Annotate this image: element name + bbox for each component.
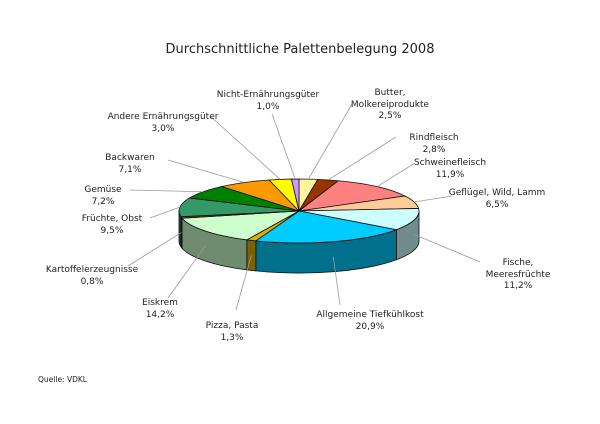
slice-value: 2,8% [422,144,446,155]
data-label: Eiskrem 14,2% [142,298,178,321]
data-label: Früchte, Obst 9,5% [82,214,142,237]
slice-name: Früchte, Obst [81,214,143,224]
slice-value: 0,8% [80,276,104,287]
slice-name: Nicht-Ernährungsgüter [216,90,320,100]
data-label: Gemüse 7,2% [84,185,121,208]
slice-name: Pizza, Pasta [205,321,259,331]
slice-name: Eiskrem [142,298,178,308]
leader-line [327,136,397,181]
slice-name: Allgemeine Tiefkühlkost [316,310,424,320]
slice-value: 1,0% [256,101,280,112]
slice-name: Fische, Meeresfrüchte [485,258,551,280]
slice-value: 3,0% [151,123,175,134]
slice-name: Butter, Molkereiprodukte [350,88,430,110]
leader-line [271,113,296,180]
data-label: Backwaren 7,1% [105,153,154,176]
pie-slice [181,210,300,241]
slice-value: 6,5% [485,199,509,210]
leader-line [129,189,204,193]
data-label: Rindfleisch 2,8% [409,133,458,156]
slice-name: Andere Ernährungsgüter [107,112,219,122]
chart-title: Durchschnittliche Palettenbelegung 2008 [165,42,435,57]
slice-value: 7,2% [91,196,115,207]
slice-value: 7,1% [118,164,142,175]
slice-name: Backwaren [105,153,155,163]
slice-value: 11,2% [503,281,533,291]
data-label: Nicht-Ernährungsgüter 1,0% [217,90,320,113]
pie-slice [298,208,420,231]
leader-line [127,232,182,267]
leader-line [209,115,281,180]
leader-line [414,195,453,203]
data-label: Kartoffelerzeugnisse 0,8% [46,265,138,288]
leader-line [332,256,341,306]
slice-value: 9,5% [100,225,124,236]
leader-line [376,162,416,188]
leader-line [414,234,481,263]
slice-name: Geflügel, Wild, Lamm [448,188,546,198]
slice-value: 14,2% [145,309,175,320]
data-label: Andere Ernährungsgüter 3,0% [108,112,219,135]
data-label: Allgemeine Tiefkühlkost 20,9% [316,310,423,333]
slice-value: 1,3% [220,332,244,343]
slice-name: Schweinefleisch [413,158,487,168]
leader-line [167,159,245,183]
data-label: Schweinefleisch 11,9% [414,158,486,181]
leader-line [167,245,206,299]
slice-name: Gemüse [84,185,122,195]
slice-name: Kartoffelerzeugnisse [45,265,139,275]
source-note: Quelle: VDKL [38,375,87,384]
slice-value: 2,5% [378,111,402,121]
data-label: Fische, Meeresfrüchte 11,2% [477,258,559,293]
slice-value: 20,9% [355,321,385,332]
slice-name: Rindfleisch [409,133,459,143]
pie-slice [254,210,398,244]
leader-line [149,206,181,219]
data-label: Geflügel, Wild, Lamm 6,5% [449,188,546,211]
leader-line [308,103,353,180]
data-label: Butter, Molkereiprodukte 2,5% [351,88,429,123]
slice-value: 11,9% [435,169,465,180]
data-label: Pizza, Pasta 1,3% [206,321,259,344]
leader-line [235,255,252,311]
